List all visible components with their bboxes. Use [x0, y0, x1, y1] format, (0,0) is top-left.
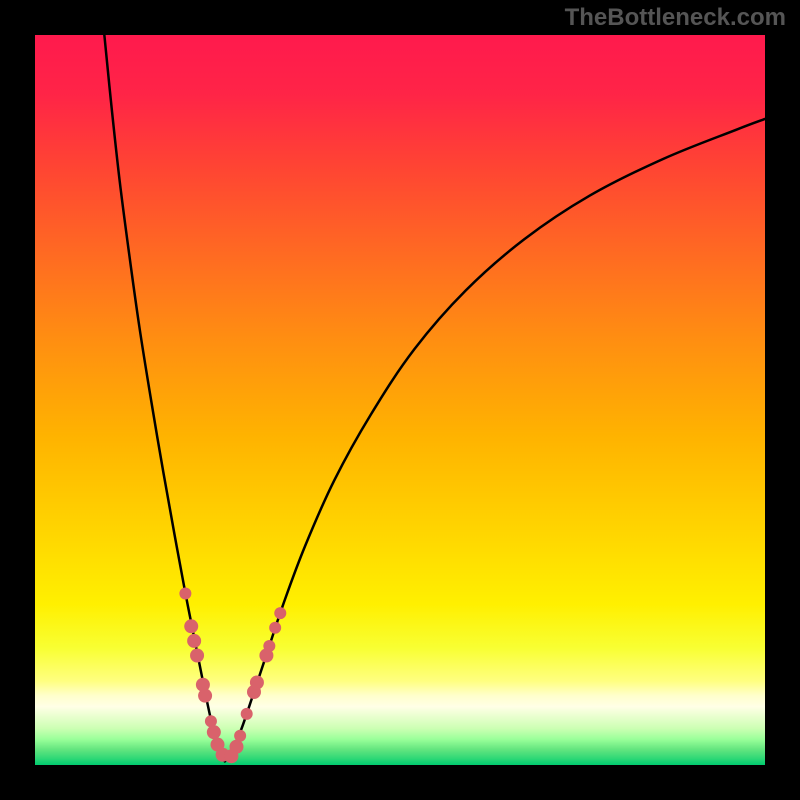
plot-background: [35, 35, 765, 765]
data-point: [179, 587, 191, 599]
bottleneck-chart: [0, 0, 800, 800]
data-point: [250, 676, 264, 690]
data-point: [234, 730, 246, 742]
data-point: [190, 649, 204, 663]
data-point: [207, 725, 221, 739]
data-point: [184, 619, 198, 633]
data-point: [241, 708, 253, 720]
data-point: [229, 740, 243, 754]
data-point: [263, 640, 275, 652]
data-point: [274, 607, 286, 619]
watermark-text: TheBottleneck.com: [565, 4, 786, 32]
data-point: [198, 689, 212, 703]
data-point: [187, 634, 201, 648]
data-point: [269, 622, 281, 634]
chart-container: { "watermark": { "text": "TheBottleneck.…: [0, 0, 800, 800]
